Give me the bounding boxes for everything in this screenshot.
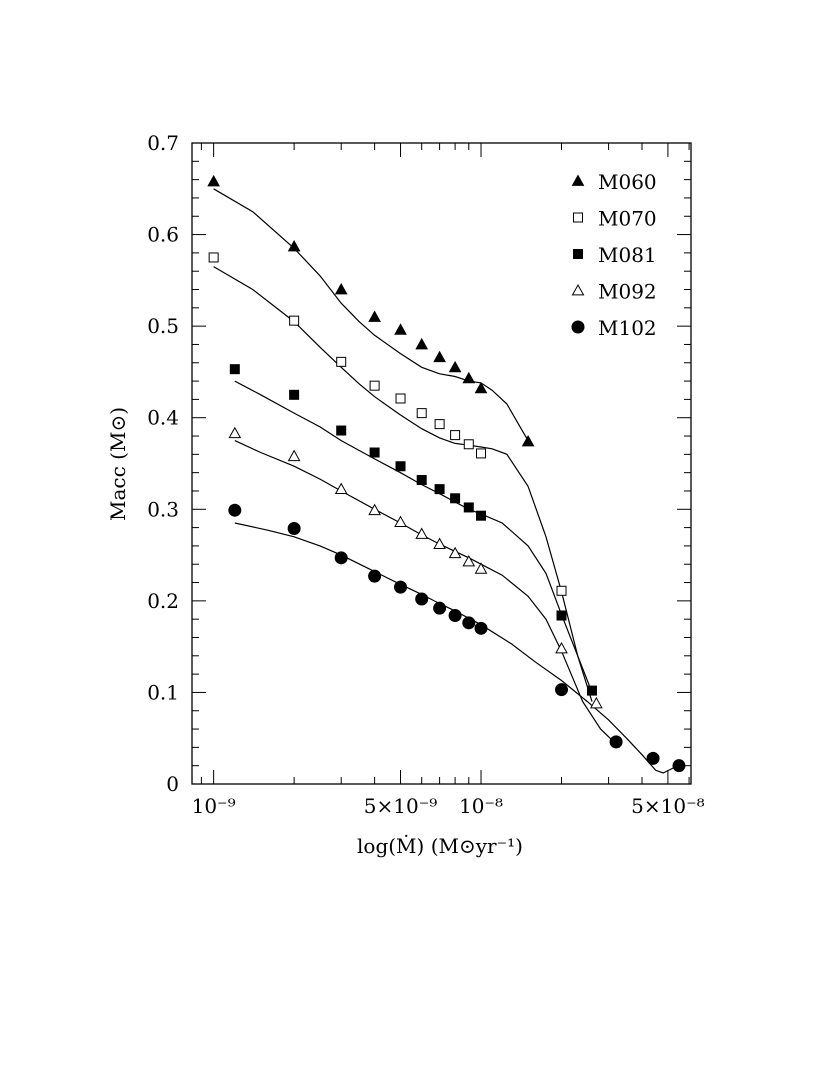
- data-point-m081: [369, 447, 380, 458]
- data-point-m102: [415, 592, 429, 606]
- fit-lines: [213, 188, 682, 774]
- y-tick-label: 0.4: [147, 406, 179, 430]
- y-axis-title: Macc (M⊙): [106, 407, 130, 521]
- data-point-m102: [609, 735, 623, 749]
- y-axis-label: Macc (M⊙): [106, 407, 130, 521]
- data-point-m070: [556, 585, 567, 596]
- data-point-m102: [448, 609, 462, 623]
- data-point-m060: [474, 381, 488, 394]
- legend-marker-m092: [571, 283, 585, 296]
- y-tick-label: 0.2: [147, 589, 179, 613]
- tick-labels: 0 0.1 0.2 0.3 0.4 0.5 0.6 0.7 10⁻⁹ 5×10⁻⁹ 10⁻⁸ 5×10…: [147, 131, 704, 818]
- data-point-m070: [208, 252, 219, 263]
- fit-line-m070: [213, 266, 593, 702]
- plot-frame: [191, 142, 692, 785]
- data-point-m060: [368, 310, 381, 322]
- data-point-m102: [555, 683, 569, 697]
- data-points: [207, 174, 686, 773]
- data-point-m060: [207, 174, 220, 187]
- y-tick-label: 0.7: [147, 131, 179, 155]
- data-point-m081: [586, 685, 597, 696]
- data-point-m060: [462, 371, 476, 384]
- data-point-m081: [434, 484, 445, 495]
- axis-ticks: [192, 142, 691, 785]
- data-point-m060: [433, 350, 446, 363]
- data-point-m102: [672, 759, 686, 773]
- legend-label-m081: M081: [598, 243, 657, 267]
- y-tick-label: 0.6: [147, 223, 179, 247]
- legend-label-m092: M092: [598, 280, 657, 304]
- data-point-m092: [555, 641, 568, 654]
- legend-label-m060: M060: [598, 170, 657, 194]
- plot-area-border: [191, 142, 692, 785]
- data-point-m081: [395, 461, 406, 472]
- data-point-m092: [287, 449, 301, 462]
- data-point-m102: [228, 503, 242, 517]
- data-point-m081: [450, 493, 461, 504]
- data-point-m102: [433, 601, 447, 615]
- data-point-m060: [415, 337, 429, 350]
- data-point-m081: [229, 364, 240, 375]
- data-point-m070: [463, 439, 474, 450]
- data-point-m081: [289, 389, 300, 400]
- x-axis-label: log(Ṁ) (M⊙yr⁻¹): [357, 834, 523, 858]
- y-tick-label: 0.5: [147, 314, 179, 338]
- data-point-m092: [394, 515, 407, 528]
- data-point-m092: [228, 426, 242, 439]
- fit-line-m081: [234, 380, 593, 693]
- data-point-m070: [416, 408, 427, 419]
- data-point-m102: [368, 569, 382, 583]
- data-point-m060: [334, 282, 348, 295]
- data-point-m070: [434, 419, 445, 430]
- data-point-m081: [463, 502, 474, 513]
- data-point-m081: [556, 610, 567, 621]
- legend-marker-m070: [573, 212, 583, 223]
- y-tick-label: 0: [166, 772, 179, 796]
- data-point-m070: [289, 315, 300, 326]
- data-point-m060: [521, 434, 535, 447]
- legend: M060 M070 M081 M092 M102: [571, 170, 657, 340]
- legend-marker-m060: [571, 174, 585, 186]
- data-point-m092: [462, 554, 476, 567]
- data-point-m081: [336, 425, 347, 436]
- data-point-m092: [433, 537, 446, 549]
- data-point-m102: [394, 580, 408, 594]
- data-point-m070: [369, 380, 380, 391]
- legend-label-m102: M102: [598, 316, 657, 340]
- x-tick-label: 10⁻⁸: [459, 794, 503, 818]
- fit-line-m102: [234, 522, 682, 774]
- x-tick-label: 5×10⁻⁹: [364, 794, 438, 818]
- data-point-m070: [395, 393, 406, 404]
- data-point-m092: [590, 696, 603, 709]
- x-tick-label: 5×10⁻⁸: [631, 794, 705, 818]
- y-tick-label: 0.1: [147, 680, 179, 704]
- data-point-m081: [476, 510, 487, 521]
- data-point-m092: [474, 562, 488, 574]
- data-point-m070: [336, 356, 347, 367]
- data-point-m070: [450, 430, 461, 441]
- data-point-m102: [462, 616, 476, 630]
- legend-marker-m102: [571, 320, 585, 334]
- data-point-m092: [368, 503, 381, 516]
- data-point-m102: [474, 621, 488, 635]
- data-point-m092: [448, 546, 462, 559]
- data-point-m070: [476, 448, 487, 459]
- data-point-m092: [415, 527, 429, 539]
- data-point-m060: [287, 239, 301, 252]
- legend-label-m070: M070: [598, 207, 657, 231]
- data-point-m102: [646, 751, 660, 765]
- data-point-m060: [394, 323, 407, 335]
- x-tick-label: 10⁻⁹: [192, 794, 236, 818]
- legend-marker-m081: [573, 249, 583, 259]
- data-point-m102: [334, 551, 348, 565]
- fit-line-m060: [213, 188, 529, 441]
- data-point-m081: [416, 474, 427, 485]
- data-point-m102: [287, 522, 301, 536]
- data-point-m060: [448, 360, 462, 373]
- data-point-m092: [334, 482, 348, 495]
- y-tick-label: 0.3: [147, 497, 179, 521]
- x-axis-title: log(Ṁ) (M⊙yr⁻¹): [357, 834, 523, 858]
